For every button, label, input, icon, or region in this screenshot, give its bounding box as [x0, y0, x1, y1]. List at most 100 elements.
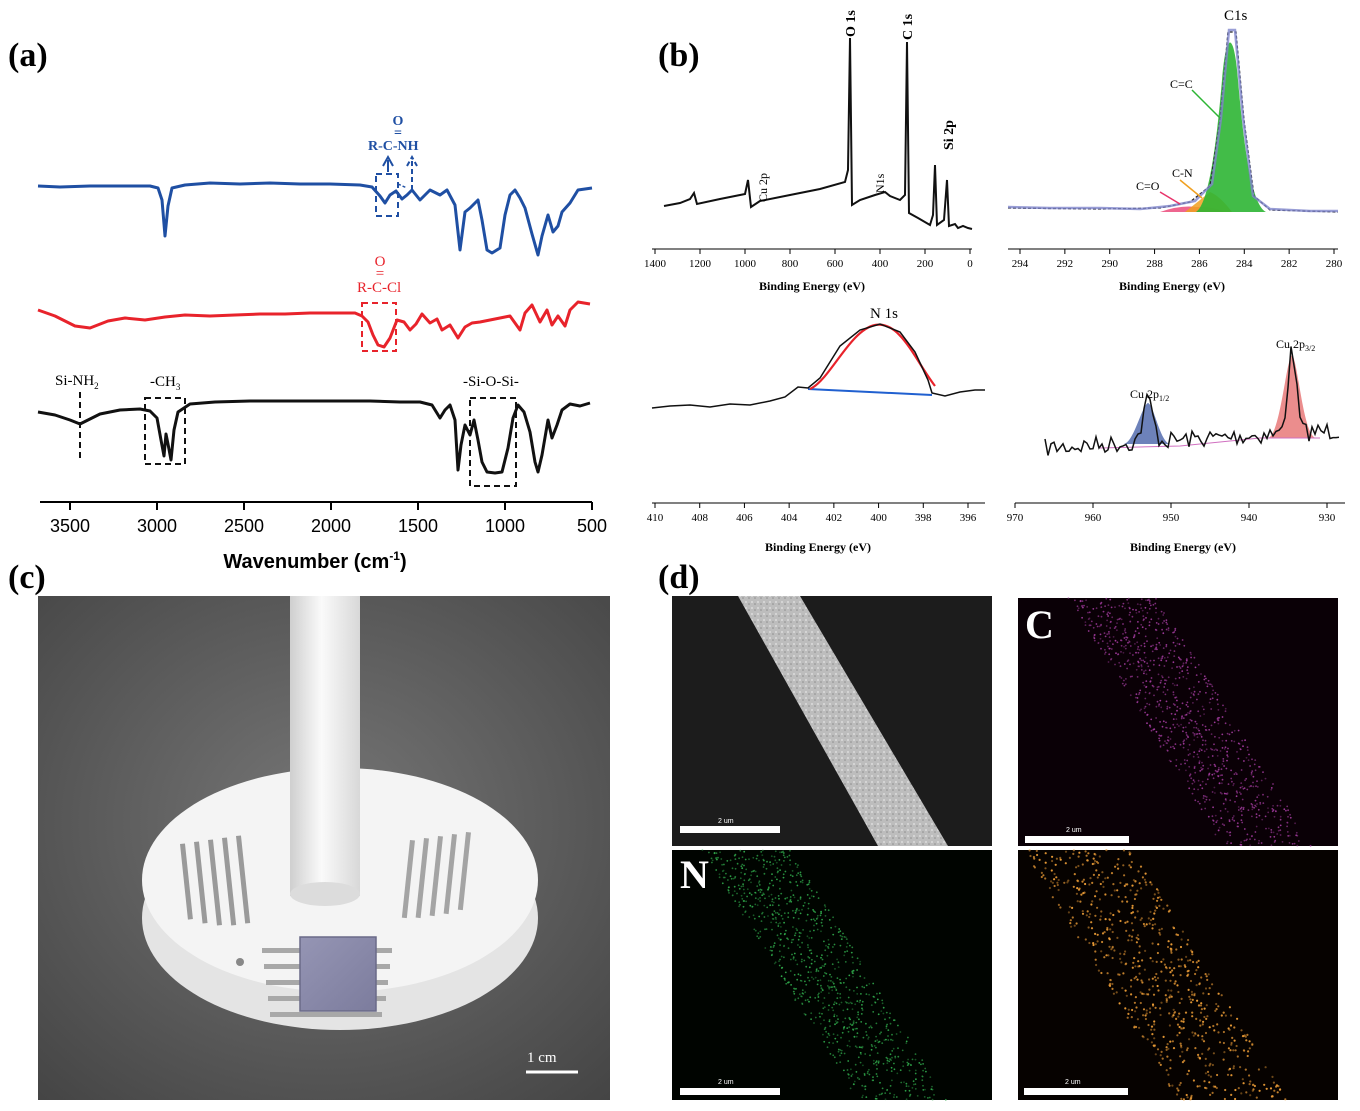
eds-c-dot [1114, 606, 1116, 608]
eds-c-dot [1257, 842, 1260, 845]
eds-cu-dot [1147, 1023, 1150, 1027]
eds-c-dot [1261, 818, 1264, 821]
eds-cu-scale-label: 2 um [1065, 1079, 1081, 1086]
eds-cu-dot [1178, 1012, 1181, 1015]
eds-c-dot [1232, 815, 1235, 817]
eds-c-dot [1180, 717, 1183, 720]
eds-c-dot [1150, 677, 1153, 679]
eds-n-dot [789, 849, 791, 852]
eds-c-dot [1230, 769, 1232, 772]
eds-n-dot [889, 1053, 892, 1056]
eds-n-dot [779, 922, 781, 924]
eds-c-dot [1155, 611, 1157, 614]
eds-n-dot [902, 1065, 905, 1068]
eds-c-dot [1240, 782, 1243, 784]
eds-n-dot [893, 1096, 895, 1098]
eds-c-dot [1255, 813, 1258, 815]
eds-c-dot [1204, 743, 1207, 746]
eds-cu-dot [1053, 878, 1056, 881]
eds-n-dot [809, 996, 812, 999]
eds-c-dot [1156, 648, 1158, 651]
eds-cu-dot [1124, 1007, 1127, 1010]
eds-n-dot [722, 869, 725, 872]
eds-n-dot [797, 899, 799, 902]
eds-cu-dot [1153, 912, 1156, 915]
eds-cu-dot [1187, 938, 1190, 942]
eds-n-dot [820, 956, 822, 959]
eds-c-dot [1165, 645, 1168, 648]
eds-n-dot [880, 1010, 883, 1012]
eds-n-dot [766, 860, 768, 863]
eds-cu-dot [1176, 984, 1179, 987]
eds-n-dot [908, 1089, 911, 1092]
eds-n-dot [796, 978, 799, 981]
c1s-cn-label: C-N [1172, 166, 1193, 180]
eds-n-dot [821, 989, 824, 992]
eds-c-dot [1152, 663, 1155, 666]
eds-c-dot [1157, 657, 1160, 660]
eds-n-dot [834, 968, 836, 970]
eds-n-dot [786, 896, 789, 899]
n1s-peak-label: N1s [873, 173, 887, 193]
eds-c-dot [1088, 611, 1091, 614]
eds-cu-dot [1109, 982, 1112, 986]
eds-cu-dot [1180, 1027, 1183, 1030]
eds-c-dot [1112, 636, 1115, 638]
eds-c-dot [1172, 641, 1175, 644]
eds-c-dot [1135, 668, 1138, 671]
eds-cu-dot [1169, 1040, 1172, 1043]
eds-cu-dot [1069, 922, 1072, 925]
eds-c-dot [1181, 702, 1184, 705]
eds-cu-dot [1145, 883, 1148, 887]
eds-c-dot [1192, 693, 1195, 696]
eds-c-dot [1133, 634, 1136, 636]
eds-cu-dot [1204, 1057, 1207, 1060]
eds-c-dot [1157, 685, 1160, 688]
eds-c-dot [1181, 665, 1184, 668]
eds-n-dot [729, 859, 732, 862]
eds-cu-dot [1133, 1001, 1136, 1004]
eds-cu-dot [1279, 1088, 1282, 1091]
eds-c-dot [1174, 704, 1176, 706]
eds-c-dot [1216, 698, 1219, 701]
eds-n-dot [817, 996, 820, 998]
eds-n-dot [767, 888, 769, 891]
eds-cu-dot [1161, 1057, 1164, 1060]
eds-c-dot [1148, 624, 1151, 627]
eds-n-dot [844, 1017, 847, 1020]
panel-a-label: (a) [8, 37, 48, 74]
eds-cu-dot [1182, 1026, 1185, 1030]
eds-c-dot [1218, 766, 1220, 769]
eds-n-dot [788, 854, 791, 857]
eds-cu-dot [1171, 1015, 1174, 1018]
eds-n-dot [744, 911, 747, 913]
eds-c-dot [1221, 774, 1223, 776]
eds-c-dot [1169, 727, 1172, 730]
eds-n-dot [868, 1068, 870, 1071]
eds-cu-dot [1088, 915, 1091, 919]
eds-c-dot [1155, 717, 1157, 719]
ptfe-rod [290, 596, 360, 896]
eds-c-dot [1131, 675, 1133, 678]
eds-n-dot [835, 989, 838, 991]
eds-n-dot [799, 871, 802, 874]
eds-n-dot [831, 989, 834, 992]
eds-n-dot [790, 889, 793, 892]
eds-c-dot [1251, 835, 1253, 837]
eds-cu-dot [1131, 884, 1134, 887]
eds-n-dot [740, 885, 743, 888]
eds-c-dot [1181, 639, 1184, 641]
eds-c-dot [1139, 689, 1142, 692]
eds-cu-dot [1149, 910, 1152, 914]
eds-cu-dot [1154, 1053, 1157, 1056]
eds-cu-dot [1230, 1041, 1233, 1045]
eds-n-dot [872, 982, 875, 985]
eds-n-dot [711, 861, 713, 864]
eds-n-dot [861, 1096, 864, 1099]
eds-c-dot [1098, 625, 1101, 628]
eds-n-dot [870, 1048, 873, 1051]
eds-n-dot [845, 946, 848, 948]
eds-c-dot [1104, 648, 1106, 651]
eds-n-dot [778, 950, 781, 953]
eds-c-dot [1149, 724, 1151, 727]
